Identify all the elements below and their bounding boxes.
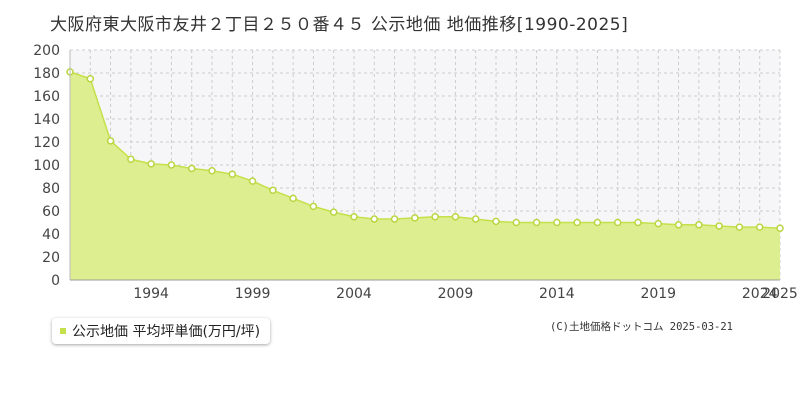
data-point (248, 177, 257, 185)
data-point (167, 161, 176, 169)
data-point (228, 170, 237, 178)
y-tick-label: 60 (42, 204, 60, 220)
data-point (147, 160, 155, 168)
data-point (451, 213, 460, 221)
data-point (329, 208, 338, 216)
y-tick-label: 80 (42, 181, 60, 197)
data-point (776, 224, 784, 232)
copyright-credit: (C)土地価格ドットコム 2025-03-21 (550, 321, 734, 333)
y-tick-label: 40 (42, 227, 60, 243)
x-tick-label: 1999 (235, 286, 271, 302)
y-tick-label: 120 (33, 135, 60, 151)
data-point (127, 155, 135, 163)
y-tick-label: 180 (33, 66, 60, 82)
page-title: 大阪府東大阪市友井２丁目２５０番４５ 公示地価 地価推移[1990-2025] (50, 15, 629, 35)
data-point (553, 218, 561, 227)
data-point (512, 218, 521, 227)
data-point (593, 218, 602, 227)
data-point (431, 213, 439, 221)
data-point (654, 219, 663, 228)
y-tick-label: 20 (42, 250, 60, 266)
legend: 公示地価 平均坪単価(万円/坪) (52, 318, 271, 344)
x-tick-label: 2025 (762, 286, 798, 302)
axes: 0 20 40 60 80 100 120 140 160 180 200 1994 1999 2004 2… (33, 43, 798, 302)
data-point (735, 223, 744, 231)
x-tick-label: 1994 (133, 286, 169, 302)
data-point (613, 218, 622, 227)
data-point (674, 221, 683, 229)
series-markers (66, 68, 784, 232)
data-point (715, 222, 723, 230)
y-tick-label: 0 (51, 273, 60, 289)
data-point (634, 218, 642, 227)
data-point (471, 215, 480, 223)
y-tick-label: 160 (33, 89, 60, 105)
data-point (492, 217, 500, 226)
data-point (390, 215, 399, 223)
y-tick-label: 200 (33, 43, 60, 59)
y-tick-label: 100 (33, 158, 60, 174)
x-tick-label: 2004 (336, 286, 372, 302)
data-point (86, 75, 95, 83)
data-point (289, 194, 297, 203)
x-tick-label: 2019 (640, 286, 676, 302)
y-tick-label: 140 (33, 112, 60, 128)
data-point (755, 223, 764, 231)
legend-label: 公示地価 平均坪単価(万円/坪) (72, 324, 261, 340)
data-point (106, 137, 115, 145)
data-point (309, 202, 318, 211)
data-point (573, 218, 581, 227)
data-point (411, 214, 419, 222)
x-tick-label: 2024 (742, 286, 778, 302)
x-tick-label: 2009 (438, 286, 474, 302)
legend-swatch (60, 328, 66, 334)
data-point (208, 167, 216, 175)
x-tick-label: 2014 (539, 286, 575, 302)
data-point (350, 213, 358, 221)
data-point (532, 218, 541, 227)
data-point (187, 164, 196, 173)
area-fill (70, 71, 780, 280)
data-point (370, 215, 379, 223)
data-point (695, 221, 703, 229)
data-point (269, 186, 277, 195)
